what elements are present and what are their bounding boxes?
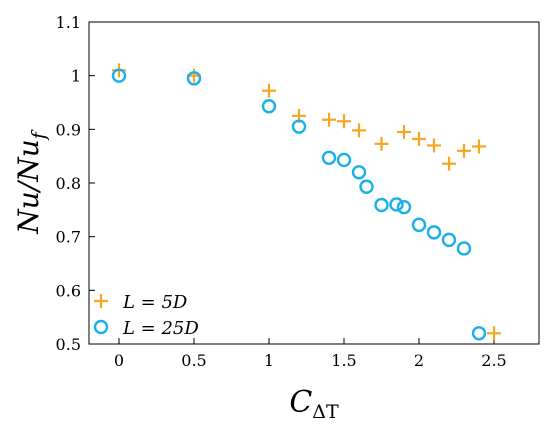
x-tick-label: 2.5 [481,351,506,370]
data-point-l25d [351,165,367,180]
y-tick-label: 0.5 [56,335,81,354]
data-point-l5d [397,125,411,140]
data-point-l25d [291,119,307,134]
data-point-l25d [456,241,472,256]
legend-label-l25d: L = 25D [122,318,199,339]
data-point-l25d [374,197,389,213]
y-axis-label: Nu/Nuf [12,129,50,235]
x-axis-label: CΔT [289,385,339,423]
data-point-l5d [337,114,351,129]
y-tick-label: 0.7 [56,228,81,247]
data-marks [111,63,501,341]
y-tick-label: 0.6 [56,281,81,300]
data-point-l25d [411,217,427,233]
data-point-l5d [322,112,336,127]
data-point-l25d [359,179,374,194]
x-tick-label: 0 [114,351,124,370]
data-point-l25d [186,71,202,86]
legend-marker-l5d [94,294,108,308]
data-point-l5d [412,131,426,146]
legend-label-l5d: L = 5D [122,292,188,313]
data-point-l25d [336,152,352,168]
data-point-l5d [352,123,366,138]
data-point-l25d [441,232,457,248]
legend: L = 5D L = 25D [93,292,199,339]
axis-ticks [89,21,495,345]
data-point-l25d [261,99,277,114]
data-point-l5d [262,83,276,98]
y-tick-label: 0.8 [56,174,81,193]
data-point-l5d [457,143,471,158]
x-axis-label-subscript: ΔT [312,401,339,423]
data-point-l25d [396,199,412,215]
data-point-l25d [471,326,487,341]
legend-plus-marker [94,294,108,308]
x-tick-label: 1 [264,351,274,370]
y-tick-label: 0.9 [56,120,81,139]
y-axis-label-subscript: f [28,129,50,141]
data-point-l5d [427,138,441,153]
data-point-l25d [321,150,337,165]
data-point-l5d [487,326,501,341]
data-point-l25d [389,197,404,212]
y-tick-label: 1.1 [56,13,81,32]
y-tick-label: 1 [71,67,81,86]
x-tick-label: 0.5 [181,351,206,370]
legend-circle-marker [93,319,109,335]
data-point-l25d [111,68,127,83]
data-point-l25d [426,225,442,240]
x-tick-label: 2 [414,351,424,370]
data-point-l5d [374,136,389,151]
data-point-l5d [472,139,486,154]
data-point-l5d [442,156,456,171]
legend-marker-l25d [93,319,109,335]
x-tick-label: 1.5 [331,351,356,370]
axis-tick-labels: 0 0.5 1 1.5 2 2.5 0.5 0.6 0.7 0.8 0.9 1 1.1 [56,13,507,370]
